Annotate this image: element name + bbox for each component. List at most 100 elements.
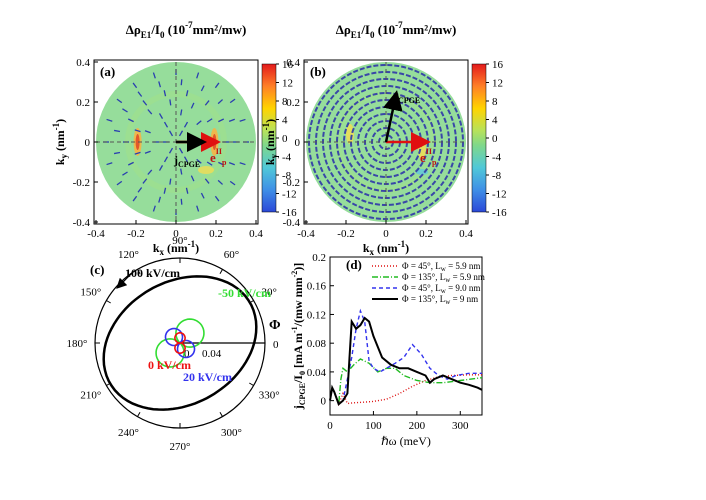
panel-a-vector xyxy=(228,118,235,123)
line-xtick-label: 200 xyxy=(409,420,426,432)
polar-angle-label-zero: 0 xyxy=(273,339,279,351)
panel-a-cb-label: 8 xyxy=(282,96,288,108)
panel-b-title-part: (10 xyxy=(374,22,395,37)
panel-a-xtick-label: 0 xyxy=(173,228,179,240)
panel-a-title: ΔρE1/I0 (10-7mm²/mw) xyxy=(126,20,247,40)
panel-b-ytick-label-part: -0.4 xyxy=(283,217,301,229)
panel-a-vector xyxy=(169,99,172,106)
polar-angle-label: 210° xyxy=(80,390,101,402)
polar-series-curve xyxy=(174,331,186,355)
panel-b-panel-label: (b) xyxy=(310,64,326,79)
polar-angle-label-part: 210° xyxy=(80,390,101,402)
panel-b-xtick-label: -0.2 xyxy=(337,228,354,240)
line-ytick-label: 0.08 xyxy=(307,338,327,350)
line-ytick-label: 0 xyxy=(321,396,327,408)
panel-b-ytick-label-part: 0.4 xyxy=(286,57,300,69)
line-legend-label-part: = 9 nm xyxy=(450,294,478,304)
panel-a-vector xyxy=(158,196,162,203)
panel-b-ylabel-part: k xyxy=(263,158,277,165)
panel-a-ytick-label: 0.2 xyxy=(76,97,90,109)
panel-b-ytick-label-part: 0 xyxy=(295,137,301,149)
panel-a-vector xyxy=(122,171,128,176)
panel-a-vector xyxy=(229,98,236,104)
panel-b-xlabel-part: (nm xyxy=(374,241,398,255)
panel-b-xtick-label: 0 xyxy=(383,228,389,240)
panel-a-vector xyxy=(228,161,235,166)
panel-a-vector xyxy=(132,82,138,89)
line-ytick-label-part: 0.12 xyxy=(307,309,326,321)
polar-radial-label-part: 0 xyxy=(184,348,190,360)
panel-a-vector xyxy=(137,91,143,97)
panel-a-vector xyxy=(116,180,123,186)
panel-b-ytick-label-part: 0.2 xyxy=(286,97,300,109)
line-legend-label-part: L xyxy=(435,261,441,271)
panel-b-cb-label: 0 xyxy=(492,133,498,145)
panel-a-title-part: mm²/mw) xyxy=(193,22,247,37)
panel-a-vector xyxy=(137,187,143,193)
panel-a-vector xyxy=(204,100,210,106)
panel-a-vector xyxy=(239,162,246,166)
panel-a-heatmap: ΔρE1/I0 (10-7mm²/mw)-0.4 -0.2 0 0.2 0.40.40.… xyxy=(51,20,297,257)
panel-a-cb-label-part: 4 xyxy=(282,115,288,127)
panel-a-cb-label: 12 xyxy=(282,78,293,90)
panel-a-ylabel-part: ) xyxy=(53,119,67,123)
line-ytick-label-part: 0 xyxy=(321,396,327,408)
line-xtick-label: 100 xyxy=(365,420,382,432)
line-legend-label-part: Φ = 45°, xyxy=(402,261,435,271)
panel-b-ylabel-part: ) xyxy=(263,119,277,123)
panel-a-xlabel-part: k xyxy=(153,241,160,255)
panel-a-xlabel: kx (nm-1) xyxy=(153,239,199,257)
panel-a-ylabel-part: (nm xyxy=(53,130,67,154)
polar-radial-label: 0.04 xyxy=(202,348,222,360)
panel-b-cb-label-part: -16 xyxy=(492,207,507,219)
panel-a-xlabel-part: -1 xyxy=(188,239,196,249)
line-legend-label-part: L xyxy=(440,272,446,282)
polar-label-pointer xyxy=(116,272,133,289)
line-legend-label-part: Φ = 45°, xyxy=(402,283,435,293)
panel-b-cb-label-part: 4 xyxy=(492,115,498,127)
line-legend-label-part: = 5.9 nm xyxy=(446,261,481,271)
line-xtick-label: 300 xyxy=(452,420,469,432)
panel-a-ytick-label-part: 0.2 xyxy=(76,97,90,109)
line-legend-label: Φ = 45°, Lw = 9.0 nm xyxy=(402,283,480,295)
panel-b-field-label: eIIp xyxy=(420,147,437,167)
panel-a-vector xyxy=(113,129,121,133)
panel-a-xtick-label: 0.4 xyxy=(249,228,263,240)
polar-angle-label: 270° xyxy=(170,441,191,453)
panel-a-cb-label-part: 16 xyxy=(282,59,294,71)
panel-b-xtick-label: 0.4 xyxy=(459,228,473,240)
panel-a-field-label-part: p xyxy=(222,158,227,167)
polar-angle-label-part: 150° xyxy=(80,287,101,299)
line-xlabel: ℏω (meV) xyxy=(381,434,431,448)
panel-a-vector xyxy=(206,118,213,123)
panel-a-field-label-part: II xyxy=(216,147,222,156)
panel-b-xlabel-part: x xyxy=(370,247,375,257)
panel-a-xtick-label-part: 0.4 xyxy=(249,228,263,240)
panel-b-ytick-label: 0.2 xyxy=(286,97,300,109)
panel-b-xtick-label: 0.2 xyxy=(419,228,433,240)
panel-a-vector xyxy=(214,195,220,202)
panel-a-warm-patch xyxy=(198,166,214,174)
panel-b-xlabel: kx (nm-1) xyxy=(363,239,409,257)
polar-angle-label: 30° xyxy=(261,287,276,299)
panel-a-field-label: eIIp xyxy=(210,147,227,167)
panel-a-current-label-part: j xyxy=(173,153,178,167)
line-xtick-label-part: 300 xyxy=(452,420,469,432)
line-series xyxy=(329,374,482,407)
line-ylabel-part: )] xyxy=(291,263,305,271)
panel-a-vector xyxy=(200,192,205,199)
panel-a-xtick-label-part: -0.4 xyxy=(87,228,105,240)
panel-b-cb-label: -16 xyxy=(492,207,507,219)
panel-b-title-part: 0 xyxy=(370,30,375,40)
polar-angle-tick xyxy=(137,269,141,274)
line-ytick-label-part: 0.16 xyxy=(307,281,327,293)
panel-b-current-arrow xyxy=(383,90,403,143)
panel-a-panel-label: (a) xyxy=(100,64,115,79)
line-ytick-label: 0.12 xyxy=(307,309,326,321)
panel-a-cb-label-part: -16 xyxy=(282,207,297,219)
panel-a-vector xyxy=(200,85,205,92)
panel-a-cb-label: 16 xyxy=(282,59,294,71)
line-legend-label-part: w xyxy=(441,287,447,295)
polar-angle-label: 300° xyxy=(221,427,242,439)
panel-a-title-part: /I xyxy=(150,22,160,37)
